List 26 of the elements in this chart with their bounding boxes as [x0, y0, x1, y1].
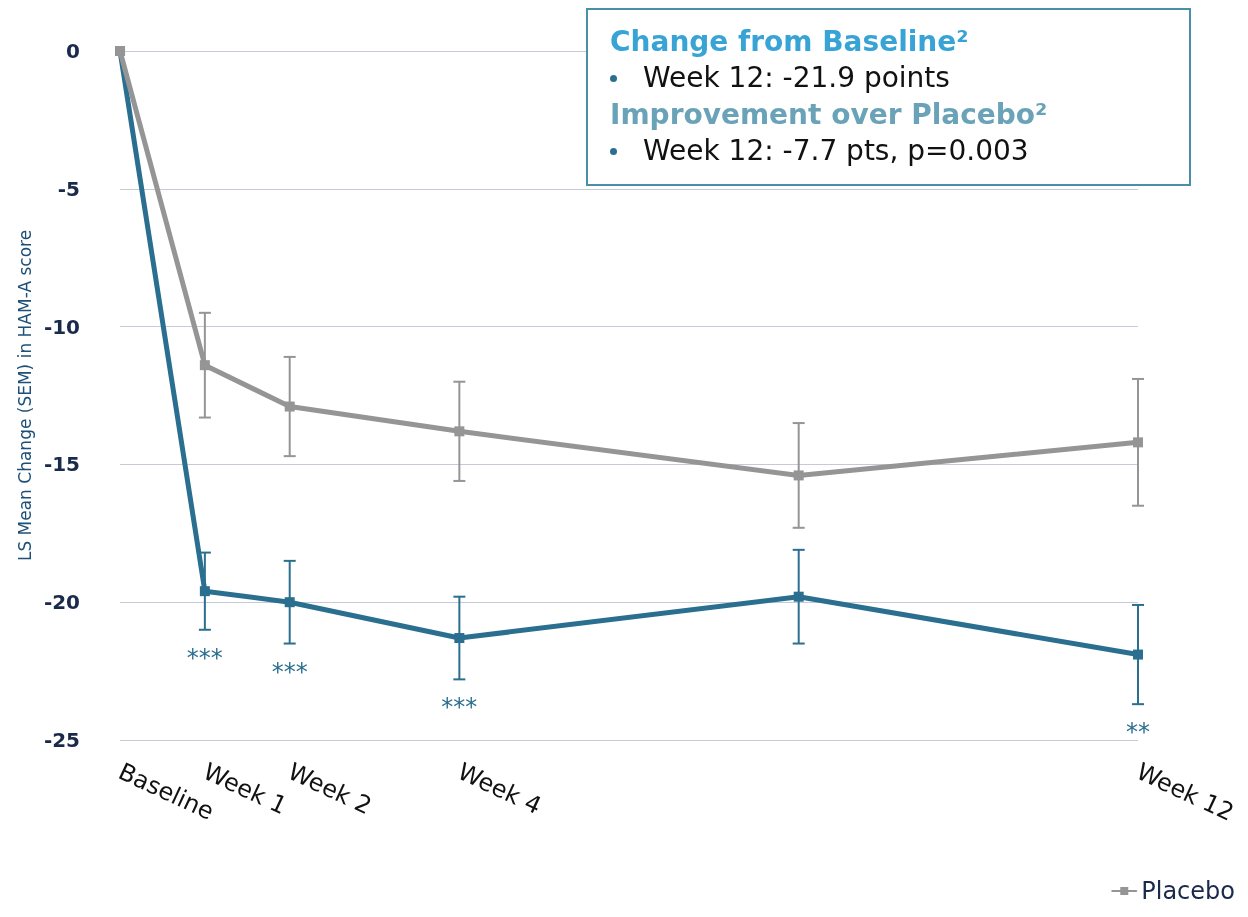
point: [454, 633, 465, 644]
point: [199, 586, 210, 597]
point: [284, 401, 295, 412]
annotation: **: [1126, 718, 1151, 747]
point: [1133, 649, 1144, 660]
annotation: Week 12: -21.9 points: [643, 60, 950, 97]
annotation: Improvement over Placebo²: [610, 96, 1049, 133]
y-axis-title: LS Mean Change (SEM) in HAM-A score: [14, 229, 35, 562]
annotation: Week 12: -7.7 pts, p=0.003: [643, 133, 1029, 170]
point: [1133, 437, 1144, 448]
point: [199, 360, 210, 371]
y-tick-label: -5: [57, 176, 81, 201]
annotation: ***: [441, 693, 478, 722]
annotation: Change from Baseline²: [610, 24, 970, 60]
legend-label: Placebo: [1141, 877, 1236, 905]
y-tick-label: -15: [43, 452, 81, 477]
y-tick-label: -25: [43, 728, 81, 752]
annotation: ***: [271, 657, 308, 686]
point: [454, 426, 465, 437]
point: [793, 591, 804, 602]
point: [793, 470, 804, 481]
y-tick-label: 0: [66, 39, 81, 63]
y-tick-label: -20: [43, 590, 81, 615]
point: [284, 597, 295, 608]
y-tick-label: -10: [43, 314, 81, 339]
annotation: ***: [186, 643, 223, 672]
